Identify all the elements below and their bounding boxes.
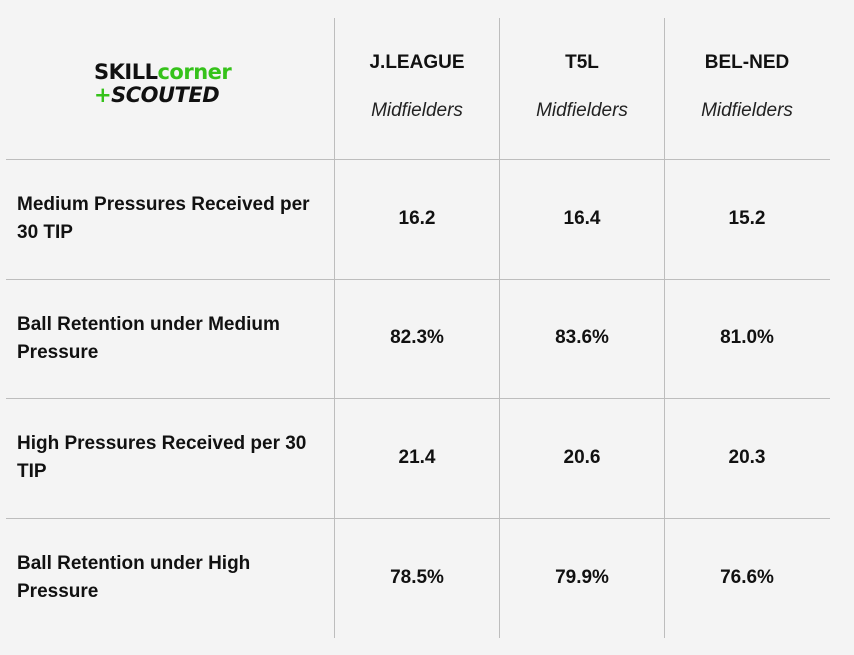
row-divider	[6, 398, 830, 399]
row-divider	[6, 159, 830, 160]
cell-value: 16.2	[398, 208, 436, 229]
cell-value: 20.6	[563, 447, 601, 468]
row-label-retention-high: Ball Retention under High Pressure	[17, 553, 251, 602]
logo-line-1: SKILLcorner	[94, 60, 254, 84]
row-label-retention-medium: Ball Retention under Medium Pressure	[17, 314, 280, 363]
row-label-high-pressures: High Pressures Received per 30 TIP	[17, 433, 307, 482]
cell-value: 20.3	[728, 447, 766, 468]
cell-value: 21.4	[398, 447, 436, 468]
column-subtitle-jleague: Midfielders	[371, 100, 463, 121]
cell-value: 83.6%	[555, 327, 609, 348]
cell-value: 15.2	[728, 208, 766, 229]
row-label-medium-pressures: Medium Pressures Received per 30 TIP	[17, 194, 310, 243]
logo-skill-text: SKILL	[94, 60, 158, 84]
logo-corner-text: corner	[157, 60, 232, 84]
cell-value: 81.0%	[720, 327, 774, 348]
cell-value: 82.3%	[390, 327, 444, 348]
column-divider	[334, 18, 335, 638]
logo-line-2: +SCOUTED	[94, 84, 254, 106]
logo-plus-text: +	[94, 83, 112, 107]
column-header-jleague: J.LEAGUE	[369, 52, 465, 73]
logo-scouted-text: SCOUTED	[111, 83, 220, 107]
skillcorner-scouted-logo: SKILLcorner +SCOUTED	[94, 60, 254, 106]
row-divider	[6, 279, 830, 280]
cell-value: 79.9%	[555, 567, 609, 588]
column-header-belned: BEL-NED	[704, 52, 790, 73]
cell-value: 76.6%	[720, 567, 774, 588]
cell-value: 78.5%	[390, 567, 444, 588]
cell-value: 16.4	[563, 208, 601, 229]
column-divider	[499, 18, 500, 638]
column-header-t5l: T5L	[565, 52, 599, 73]
row-divider	[6, 518, 830, 519]
column-subtitle-belned: Midfielders	[701, 100, 793, 121]
column-divider	[664, 18, 665, 638]
column-subtitle-t5l: Midfielders	[536, 100, 628, 121]
